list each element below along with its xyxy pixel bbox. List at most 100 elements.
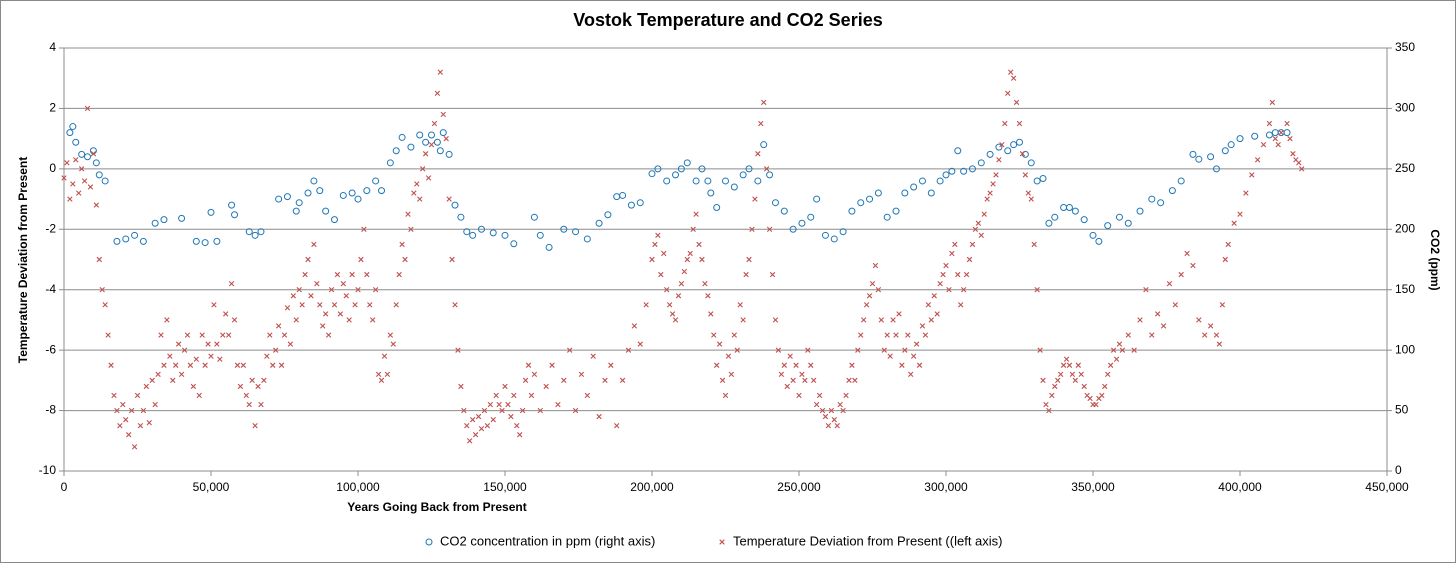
data-point [643,302,649,308]
data-point [1113,356,1120,362]
data-point [1087,395,1093,402]
data-point [372,287,379,293]
data-point [181,347,188,353]
data-point [431,120,438,127]
data-point [411,190,417,196]
data-point [108,362,114,368]
data-point [125,432,132,438]
data-point [848,207,856,215]
data-point [766,171,774,179]
data-point [160,216,168,224]
data-point [913,341,920,347]
data-point [443,135,449,142]
data-point [151,219,159,227]
data-point [843,392,849,399]
data-point [758,120,764,127]
data-point [314,280,320,287]
data-point [305,256,311,263]
data-point [1022,172,1029,178]
data-point [464,422,470,429]
y-tick-label: 0 [49,161,56,175]
data-point [530,213,538,221]
data-point [381,353,388,359]
data-point [255,383,261,390]
data-point [1080,216,1088,224]
data-point [966,256,973,263]
y-tick-label: -4 [45,282,56,296]
data-point [860,317,867,323]
data-point [190,383,197,390]
data-point [1095,237,1103,245]
data-point [114,407,120,414]
data-point [655,232,661,239]
data-point [1005,90,1011,97]
data-point [484,422,491,429]
data-point [855,347,861,353]
data-point [1154,311,1161,317]
data-point [1269,99,1276,106]
data-point [975,220,982,226]
data-point [708,311,714,317]
y2-tick-label: 50 [1395,403,1409,417]
data-point [1060,362,1067,368]
data-point [937,280,943,287]
data-point [790,377,796,384]
data-point [934,311,940,317]
data-point [505,401,511,408]
data-point [1016,138,1023,146]
data-point [1243,190,1249,196]
data-point [881,347,887,353]
data-point [223,311,229,317]
data-point [1075,362,1081,368]
data-point [220,332,226,338]
data-point [1287,135,1293,142]
data-point [872,262,879,269]
data-point [161,362,167,368]
data-point [217,356,223,362]
data-point [267,332,273,338]
data-point [467,438,473,444]
data-point [261,377,267,384]
y2-tick-label: 200 [1395,221,1415,235]
data-point [819,407,826,414]
data-point [1043,401,1049,408]
data-point [386,159,394,167]
data-point [392,147,400,155]
data-point [461,407,467,414]
data-point [378,187,386,195]
data-point [711,332,717,338]
data-point [1057,371,1064,378]
data-point [102,302,108,308]
data-point [778,371,785,378]
data-point [968,165,976,173]
data-point [549,362,555,368]
data-point [187,362,194,368]
data-point [237,383,244,390]
data-point [942,171,950,179]
data-point [948,167,956,175]
data-point [978,232,984,239]
data-point [67,196,73,202]
x-tick-label: 200,000 [630,480,674,494]
data-point [346,317,352,323]
data-point [619,377,626,384]
data-point [863,302,870,308]
data-point [293,317,299,323]
data-point [1202,332,1208,338]
data-point [1184,250,1190,257]
data-point [531,371,538,378]
data-point [252,422,258,429]
data-point [969,241,976,248]
data-point [940,271,946,278]
data-point [101,177,109,185]
data-point [919,323,926,329]
x-tick-label: 250,000 [777,480,821,494]
data-point [117,422,123,429]
data-point [730,183,738,191]
data-point [349,271,355,278]
data-point [439,129,447,137]
data-point [699,256,705,263]
data-point [146,419,152,426]
data-point [754,177,762,185]
y-tick-label: 2 [49,101,56,115]
